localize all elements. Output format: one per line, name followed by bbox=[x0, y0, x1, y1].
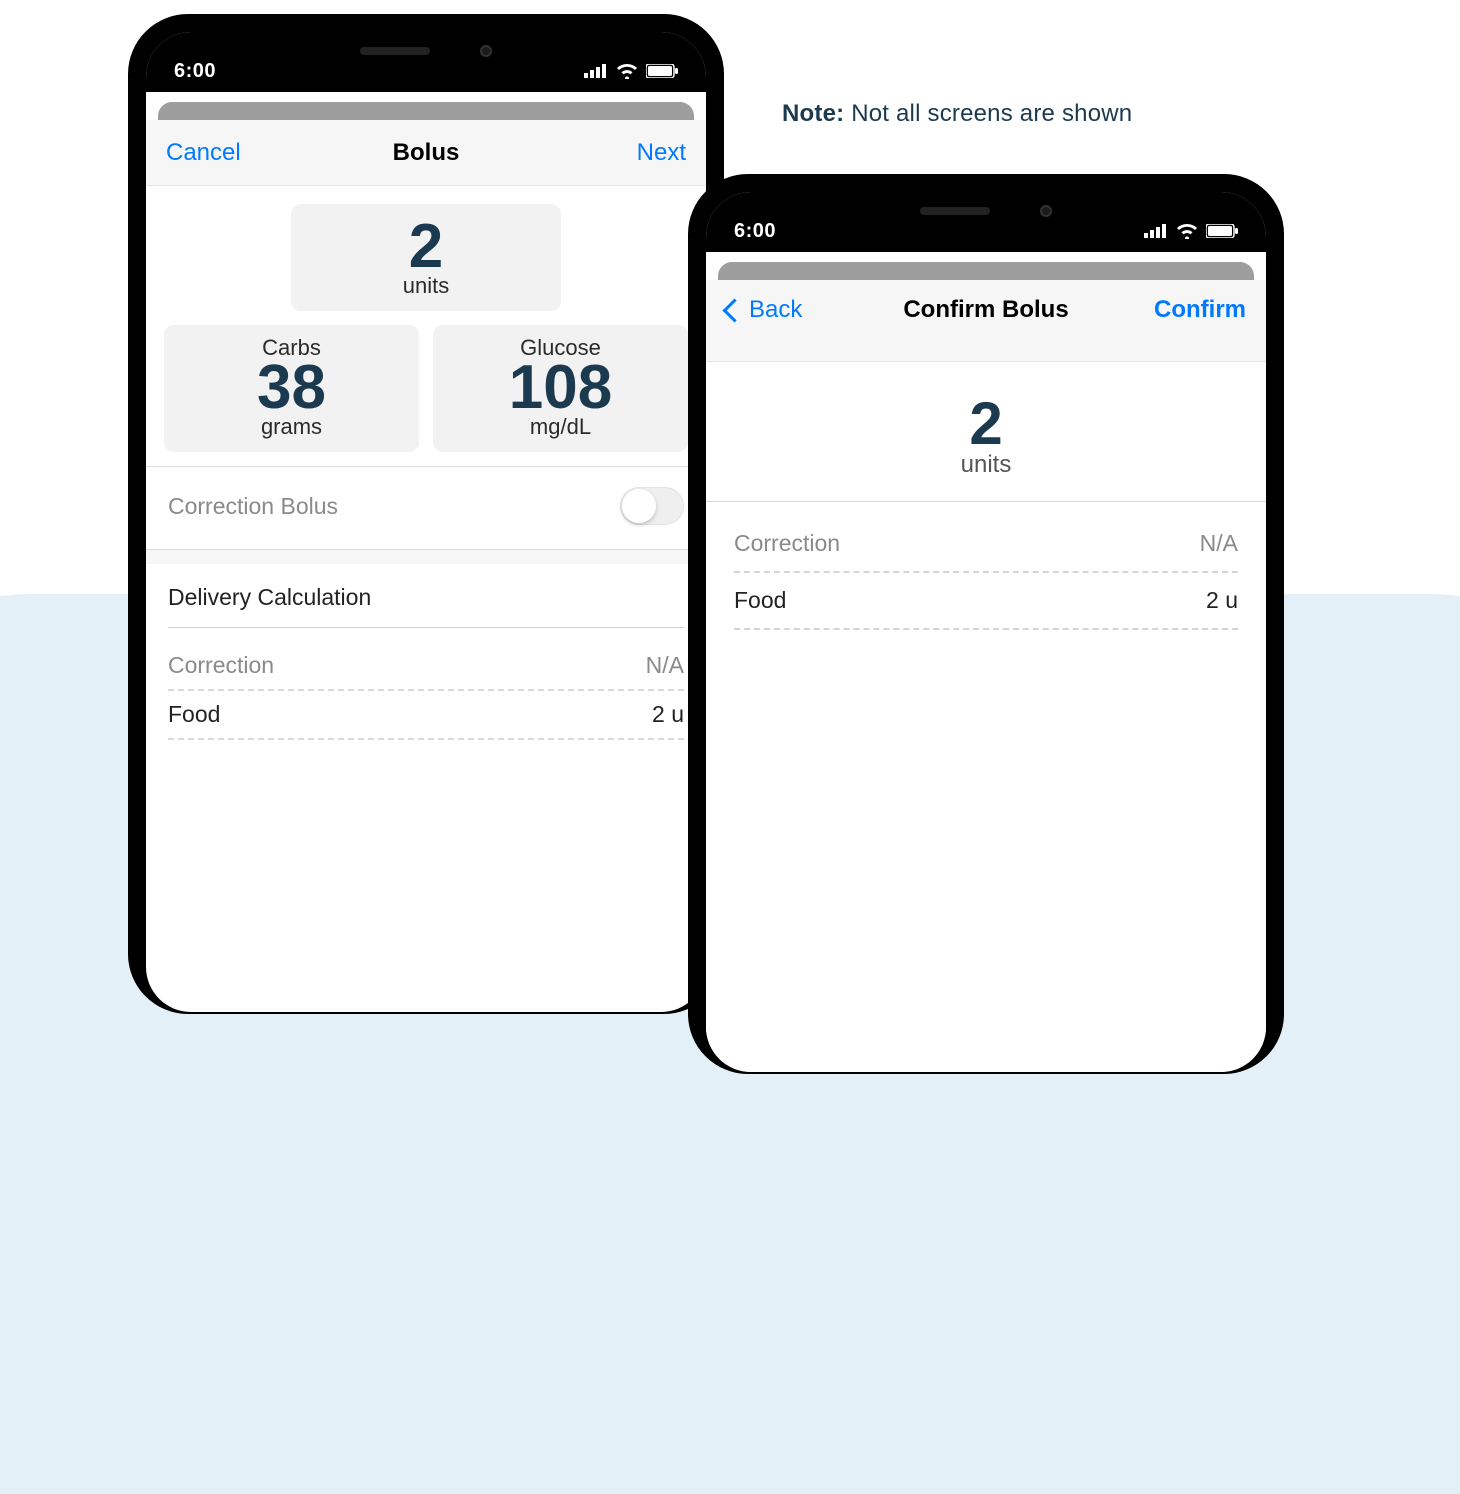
confirm-row-value: 2 u bbox=[1206, 587, 1238, 614]
calc-row: Food 2 u bbox=[168, 691, 684, 740]
carbs-unit: grams bbox=[164, 414, 419, 440]
confirm-button[interactable]: Confirm bbox=[1154, 296, 1246, 324]
camera-icon bbox=[480, 45, 492, 57]
note-rest: Not all screens are shown bbox=[844, 100, 1132, 127]
delivery-calculation-title: Delivery Calculation bbox=[168, 584, 684, 628]
notch bbox=[286, 32, 566, 70]
status-icons bbox=[1144, 223, 1238, 239]
glucose-card[interactable]: Glucose 108 mg/dL bbox=[433, 325, 688, 452]
glucose-unit: mg/dL bbox=[433, 414, 688, 440]
speaker-icon bbox=[360, 47, 430, 55]
note-text: Note: Not all screens are shown bbox=[782, 100, 1132, 128]
phone-frame-confirm: 6:00 Back Confirm Bolus Confirm 2 units … bbox=[688, 174, 1284, 1074]
confirm-row-value: N/A bbox=[1200, 530, 1238, 557]
carbs-card[interactable]: Carbs 38 grams bbox=[164, 325, 419, 452]
calc-row-label: Food bbox=[168, 701, 220, 728]
battery-icon bbox=[646, 64, 678, 78]
signal-icon bbox=[1144, 224, 1168, 238]
confirm-row-label: Correction bbox=[734, 530, 840, 557]
calc-row: Correction N/A bbox=[168, 642, 684, 691]
confirm-units-value: 2 bbox=[706, 392, 1266, 455]
correction-bolus-row: Correction Bolus bbox=[146, 467, 706, 550]
correction-bolus-label: Correction Bolus bbox=[168, 493, 338, 520]
confirm-row: Correction N/A bbox=[734, 516, 1238, 573]
toggle-knob-icon bbox=[622, 489, 656, 523]
back-button[interactable]: Back bbox=[726, 296, 802, 324]
speaker-icon bbox=[920, 207, 990, 215]
nav-title-confirm: Confirm Bolus bbox=[903, 296, 1068, 324]
carbs-value: 38 bbox=[164, 355, 419, 420]
nav-title-bolus: Bolus bbox=[393, 139, 460, 167]
confirm-units-hero: 2 units bbox=[706, 362, 1266, 502]
status-icons bbox=[584, 63, 678, 79]
units-label: units bbox=[291, 273, 561, 299]
battery-icon bbox=[1206, 224, 1238, 238]
units-value: 2 bbox=[291, 214, 561, 279]
wifi-icon bbox=[1176, 223, 1198, 239]
modal-underlay bbox=[718, 262, 1254, 280]
confirm-row: Food 2 u bbox=[734, 573, 1238, 630]
phone-frame-bolus: 6:00 Cancel Bolus Next 2 units bbox=[128, 14, 724, 1014]
units-card[interactable]: 2 units bbox=[291, 204, 561, 311]
status-time: 6:00 bbox=[734, 220, 776, 243]
phone-screen-confirm: 6:00 Back Confirm Bolus Confirm 2 units … bbox=[706, 192, 1266, 1072]
confirm-units-label: units bbox=[706, 451, 1266, 479]
modal-underlay bbox=[158, 102, 694, 120]
nav-bar-confirm: Back Confirm Bolus Confirm bbox=[706, 280, 1266, 362]
calc-row-value: N/A bbox=[646, 652, 684, 679]
signal-icon bbox=[584, 64, 608, 78]
confirm-breakdown-list: Correction N/A Food 2 u bbox=[706, 502, 1266, 644]
calc-row-value: 2 u bbox=[652, 701, 684, 728]
notch bbox=[846, 192, 1126, 230]
status-time: 6:00 bbox=[174, 60, 216, 83]
correction-bolus-toggle[interactable] bbox=[620, 487, 684, 525]
cancel-button[interactable]: Cancel bbox=[166, 139, 241, 167]
wifi-icon bbox=[616, 63, 638, 79]
note-bold: Note: bbox=[782, 100, 844, 127]
delivery-calculation-section: Delivery Calculation Correction N/A Food 2 … bbox=[146, 564, 706, 744]
next-button[interactable]: Next bbox=[637, 139, 686, 167]
nav-bar-bolus: Cancel Bolus Next bbox=[146, 120, 706, 186]
camera-icon bbox=[1040, 205, 1052, 217]
confirm-row-label: Food bbox=[734, 587, 786, 614]
glucose-value: 108 bbox=[433, 355, 688, 420]
phone-screen-bolus: 6:00 Cancel Bolus Next 2 units bbox=[146, 32, 706, 1012]
calc-row-label: Correction bbox=[168, 652, 274, 679]
